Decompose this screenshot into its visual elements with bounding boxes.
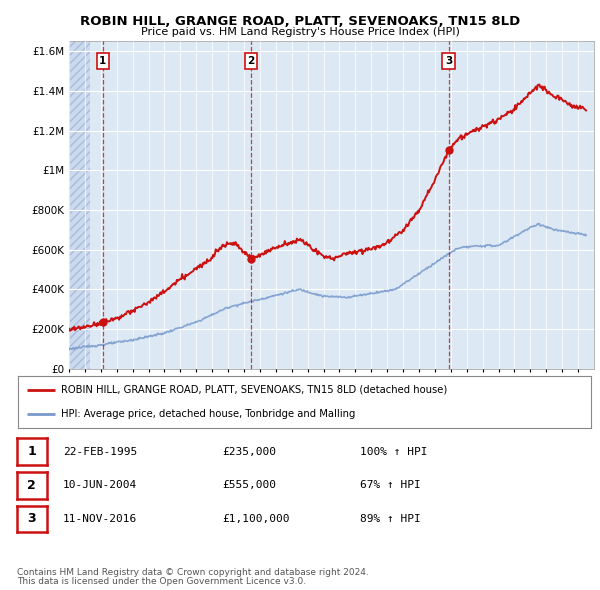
Text: ROBIN HILL, GRANGE ROAD, PLATT, SEVENOAKS, TN15 8LD: ROBIN HILL, GRANGE ROAD, PLATT, SEVENOAK…	[80, 15, 520, 28]
Text: £555,000: £555,000	[222, 480, 276, 490]
Text: Price paid vs. HM Land Registry's House Price Index (HPI): Price paid vs. HM Land Registry's House …	[140, 27, 460, 37]
Text: £1,100,000: £1,100,000	[222, 514, 290, 524]
Text: 67% ↑ HPI: 67% ↑ HPI	[360, 480, 421, 490]
Text: 3: 3	[445, 56, 452, 66]
Text: 2: 2	[28, 478, 36, 492]
Text: 89% ↑ HPI: 89% ↑ HPI	[360, 514, 421, 524]
Text: This data is licensed under the Open Government Licence v3.0.: This data is licensed under the Open Gov…	[17, 577, 306, 586]
Text: Contains HM Land Registry data © Crown copyright and database right 2024.: Contains HM Land Registry data © Crown c…	[17, 568, 368, 577]
Text: 10-JUN-2004: 10-JUN-2004	[63, 480, 137, 490]
Text: 2: 2	[247, 56, 254, 66]
Text: 100% ↑ HPI: 100% ↑ HPI	[360, 447, 427, 457]
Text: 1: 1	[28, 445, 36, 458]
Text: 1: 1	[99, 56, 107, 66]
Text: HPI: Average price, detached house, Tonbridge and Malling: HPI: Average price, detached house, Tonb…	[61, 409, 355, 419]
Text: £235,000: £235,000	[222, 447, 276, 457]
Text: ROBIN HILL, GRANGE ROAD, PLATT, SEVENOAKS, TN15 8LD (detached house): ROBIN HILL, GRANGE ROAD, PLATT, SEVENOAK…	[61, 385, 447, 395]
Text: 22-FEB-1995: 22-FEB-1995	[63, 447, 137, 457]
Text: 11-NOV-2016: 11-NOV-2016	[63, 514, 137, 524]
Text: 3: 3	[28, 512, 36, 526]
Bar	[69, 41, 89, 369]
